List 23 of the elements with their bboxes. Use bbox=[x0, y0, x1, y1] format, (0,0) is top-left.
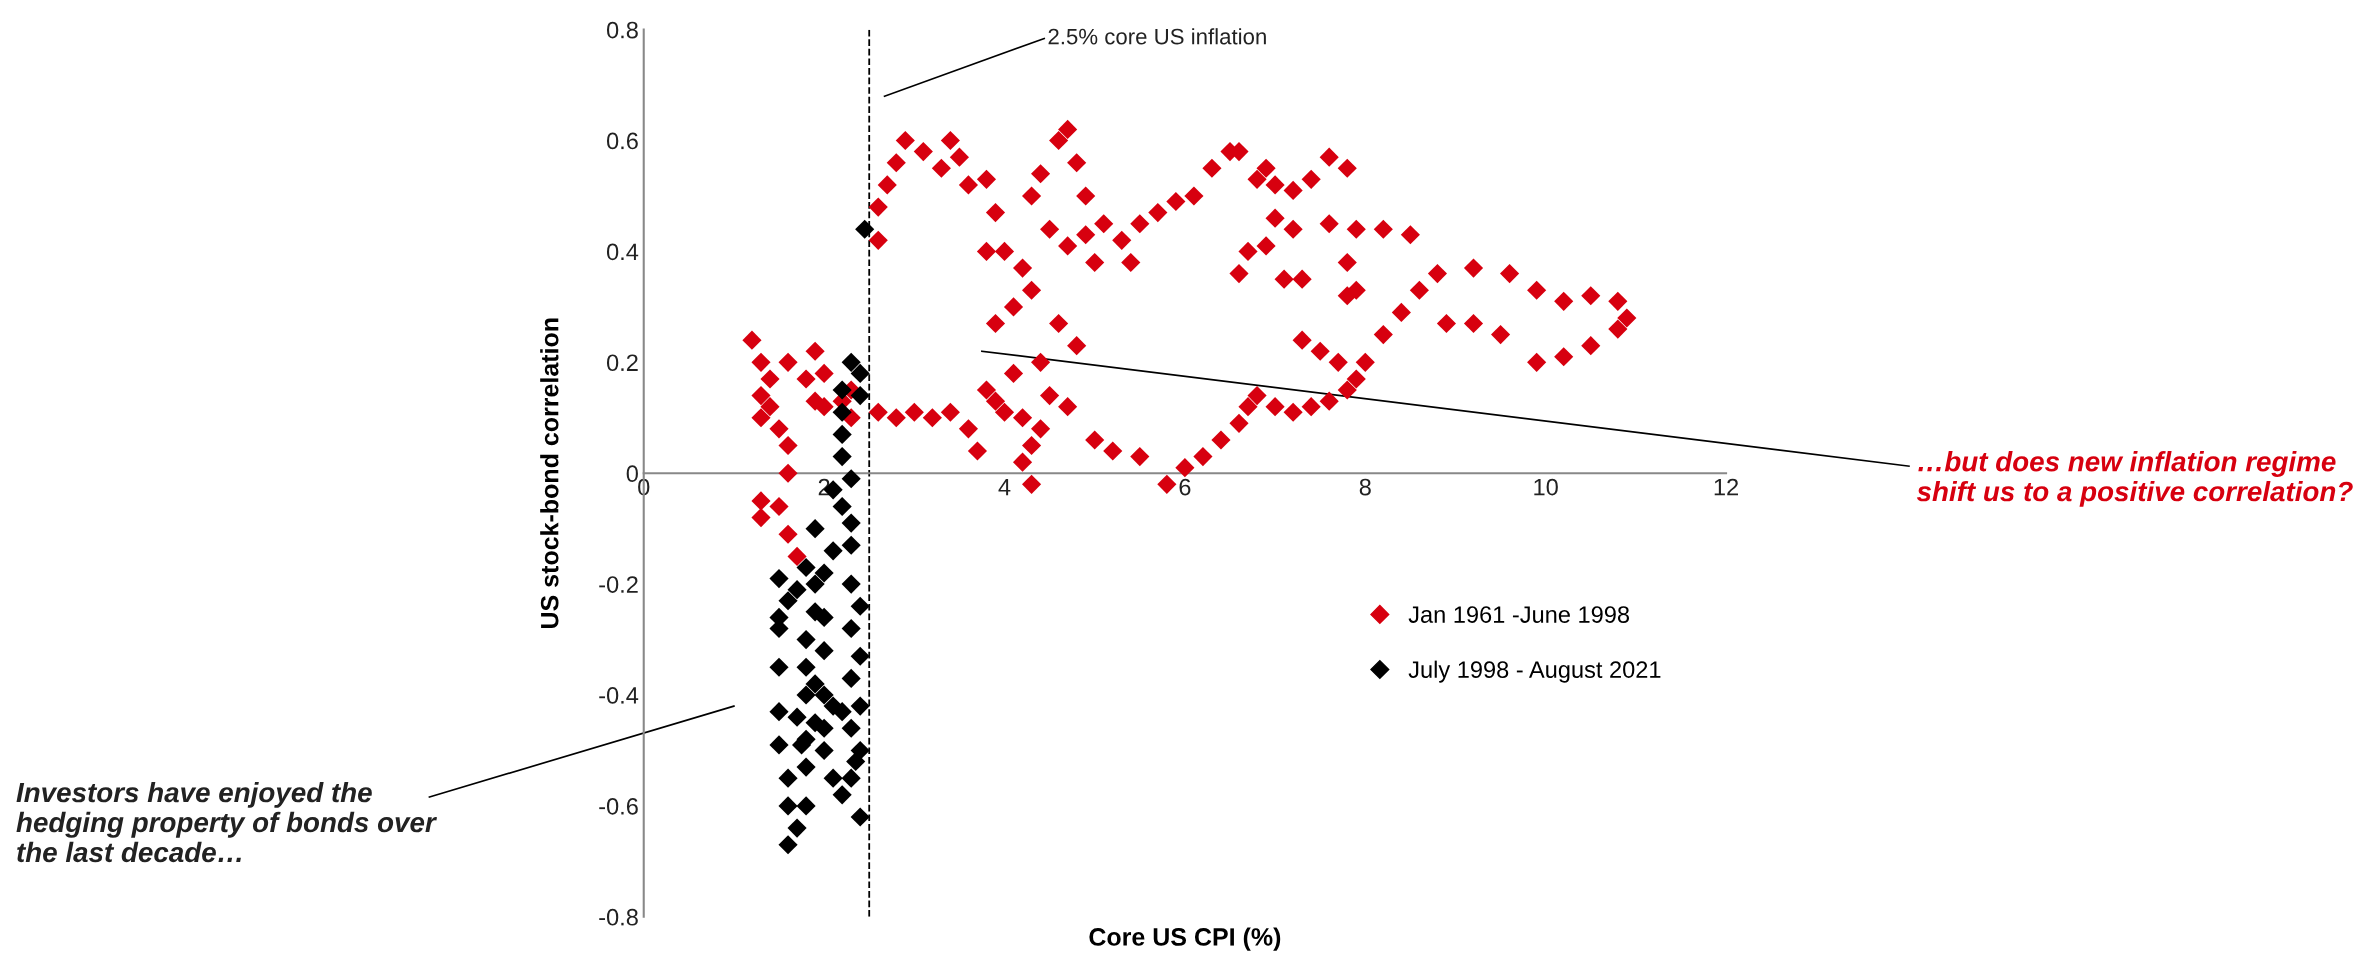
y-tick-label: 0.6 bbox=[606, 132, 638, 150]
x-tick-label: 2 bbox=[818, 478, 830, 496]
y-tick-label: -0.4 bbox=[599, 687, 639, 704]
x-tick-label: 0 bbox=[638, 478, 650, 496]
x-tick-label: 12 bbox=[1714, 478, 1738, 496]
x-tick-label: 8 bbox=[1359, 478, 1371, 496]
legend-label: July 1998 - August 2021 bbox=[1408, 660, 1661, 683]
y-axis-title: US stock-bond correlation bbox=[540, 318, 559, 628]
x-tick-label: 10 bbox=[1534, 478, 1558, 496]
x-tick-label: 4 bbox=[998, 478, 1011, 496]
x-tick-label: 6 bbox=[1179, 478, 1191, 496]
y-tick-label: -0.8 bbox=[599, 908, 638, 926]
text: Investors have enjoyed the hedging property of bonds over the last decade… bbox=[16, 781, 438, 863]
y-tick-label: -0.6 bbox=[599, 797, 638, 815]
x-axis-title: Core US CPI (%) bbox=[1089, 927, 1281, 951]
text: …but does new inflation regime shift us to a positive correlation? bbox=[1916, 451, 2353, 507]
legend-label: Jan 1961 -June 1998 bbox=[1408, 606, 1630, 623]
y-tick-label: 0 bbox=[626, 465, 638, 483]
y-tick-label: -0.2 bbox=[599, 576, 638, 593]
y-tick-label: 0.8 bbox=[606, 21, 638, 39]
y-tick-label: 0.2 bbox=[606, 354, 638, 372]
annotation: 2.5% core US inflation bbox=[1048, 28, 1266, 45]
y-tick-label: 0.4 bbox=[606, 243, 639, 261]
